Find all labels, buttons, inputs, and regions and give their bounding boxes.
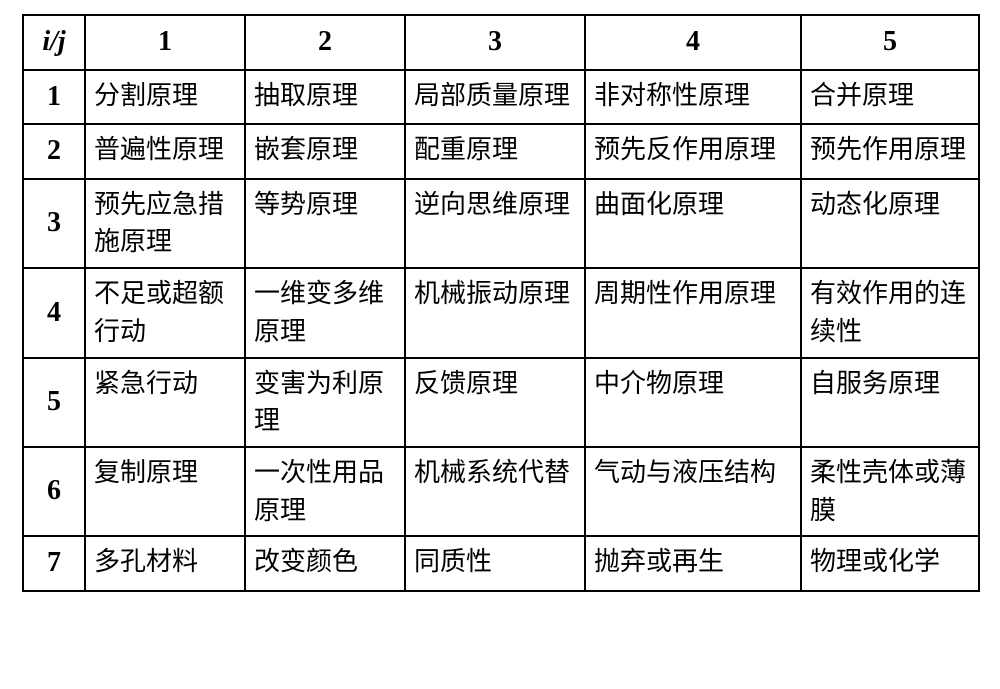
row-header: 5 <box>23 358 85 447</box>
cell: 等势原理 <box>245 179 405 268</box>
col-header: 5 <box>801 15 979 70</box>
cell: 抽取原理 <box>245 70 405 125</box>
cell: 一次性用品原理 <box>245 447 405 536</box>
cell: 不足或超额行动 <box>85 268 245 357</box>
row-header: 6 <box>23 447 85 536</box>
cell: 有效作用的连续性 <box>801 268 979 357</box>
cell: 局部质量原理 <box>405 70 585 125</box>
cell: 配重原理 <box>405 124 585 179</box>
cell: 动态化原理 <box>801 179 979 268</box>
cell: 同质性 <box>405 536 585 591</box>
cell: 合并原理 <box>801 70 979 125</box>
col-header: 1 <box>85 15 245 70</box>
cell: 机械系统代替 <box>405 447 585 536</box>
cell: 嵌套原理 <box>245 124 405 179</box>
cell: 机械振动原理 <box>405 268 585 357</box>
cell: 气动与液压结构 <box>585 447 801 536</box>
table-row: 2 普遍性原理 嵌套原理 配重原理 预先反作用原理 预先作用原理 <box>23 124 979 179</box>
cell: 自服务原理 <box>801 358 979 447</box>
col-header: 4 <box>585 15 801 70</box>
cell: 中介物原理 <box>585 358 801 447</box>
cell: 变害为利原理 <box>245 358 405 447</box>
row-header: 1 <box>23 70 85 125</box>
row-header: 3 <box>23 179 85 268</box>
cell: 物理或化学 <box>801 536 979 591</box>
cell: 预先作用原理 <box>801 124 979 179</box>
row-header: 4 <box>23 268 85 357</box>
cell: 普遍性原理 <box>85 124 245 179</box>
cell: 多孔材料 <box>85 536 245 591</box>
col-header: 3 <box>405 15 585 70</box>
cell: 周期性作用原理 <box>585 268 801 357</box>
cell: 预先反作用原理 <box>585 124 801 179</box>
table-row: 6 复制原理 一次性用品原理 机械系统代替 气动与液压结构 柔性壳体或薄膜 <box>23 447 979 536</box>
cell: 非对称性原理 <box>585 70 801 125</box>
col-header: 2 <box>245 15 405 70</box>
row-header: 2 <box>23 124 85 179</box>
cell: 分割原理 <box>85 70 245 125</box>
cell: 柔性壳体或薄膜 <box>801 447 979 536</box>
cell: 紧急行动 <box>85 358 245 447</box>
cell: 反馈原理 <box>405 358 585 447</box>
table-row: 1 分割原理 抽取原理 局部质量原理 非对称性原理 合并原理 <box>23 70 979 125</box>
table-row: 3 预先应急措施原理 等势原理 逆向思维原理 曲面化原理 动态化原理 <box>23 179 979 268</box>
cell: 抛弃或再生 <box>585 536 801 591</box>
cell: 一维变多维原理 <box>245 268 405 357</box>
cell: 预先应急措施原理 <box>85 179 245 268</box>
header-row: i/j 1 2 3 4 5 <box>23 15 979 70</box>
table-container: i/j 1 2 3 4 5 1 分割原理 抽取原理 局部质量原理 非对称性原理 … <box>0 0 1000 689</box>
cell: 改变颜色 <box>245 536 405 591</box>
cell: 曲面化原理 <box>585 179 801 268</box>
table-row: 4 不足或超额行动 一维变多维原理 机械振动原理 周期性作用原理 有效作用的连续… <box>23 268 979 357</box>
row-header: 7 <box>23 536 85 591</box>
cell: 逆向思维原理 <box>405 179 585 268</box>
corner-cell: i/j <box>23 15 85 70</box>
cell: 复制原理 <box>85 447 245 536</box>
principles-table: i/j 1 2 3 4 5 1 分割原理 抽取原理 局部质量原理 非对称性原理 … <box>22 14 980 592</box>
table-row: 7 多孔材料 改变颜色 同质性 抛弃或再生 物理或化学 <box>23 536 979 591</box>
table-row: 5 紧急行动 变害为利原理 反馈原理 中介物原理 自服务原理 <box>23 358 979 447</box>
